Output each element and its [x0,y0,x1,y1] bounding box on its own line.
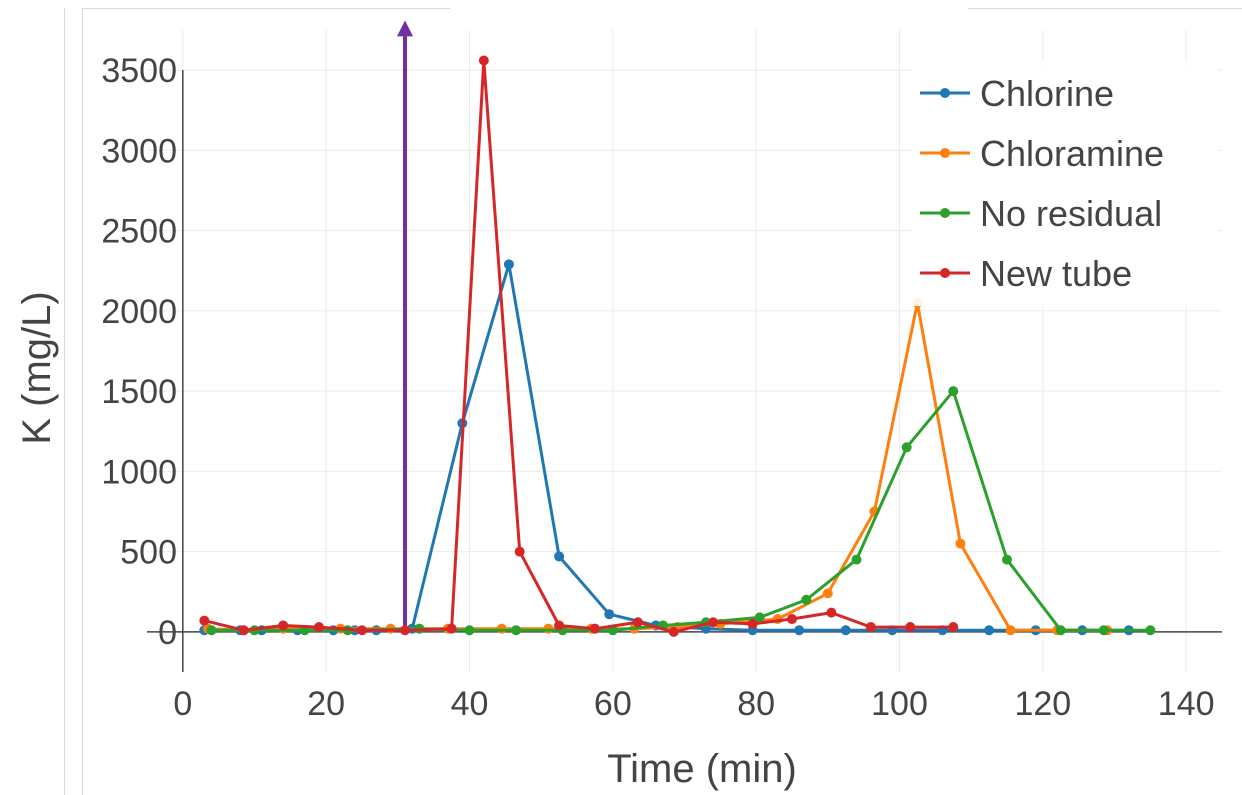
x-tick-label: 100 [871,685,928,723]
data-point [754,612,765,623]
series-group [199,55,1156,637]
y-tick-label: 1000 [101,453,177,491]
legend[interactable]: Chlorine Chloramine No residual New tube [912,60,1217,306]
data-point [543,623,554,634]
x-tick-label: 120 [1014,685,1071,723]
legend-label: New tube [980,253,1132,294]
inner-left-border-line [82,8,83,795]
series-line [207,301,1108,632]
data-point [840,625,851,636]
legend-swatch-marker [940,268,950,278]
data-point [1005,625,1016,636]
data-point [905,622,916,633]
series-line [203,59,954,634]
x-tick-label: 40 [451,685,489,723]
x-tick-label: 80 [737,685,775,723]
data-point [822,588,833,599]
left-border-line [64,8,65,795]
legend-swatch-marker [940,148,950,158]
y-tick-label: 500 [120,534,177,572]
data-point [199,615,210,626]
data-point [496,623,507,634]
y-axis-title: K (mg/L) [15,291,59,444]
x-tick-label: 20 [307,685,345,723]
data-point [1145,625,1156,636]
data-point [464,625,475,636]
data-point [446,623,457,634]
data-point [632,617,643,628]
data-point [514,546,525,557]
legend-label: Chlorine [980,73,1114,114]
series-no-residual [206,386,1156,636]
legend-item[interactable]: No residual [920,193,1162,234]
series-line [204,262,1129,632]
legend-item[interactable]: New tube [920,253,1132,294]
series-chlorine [199,259,1134,636]
data-point [708,617,719,628]
data-point [1002,554,1012,565]
data-point [948,386,959,397]
data-point [794,625,805,636]
legend-swatch-marker [940,208,950,218]
legend-background [912,60,1217,306]
annotation-arrow-group [397,20,413,632]
y-tick-label: 1500 [101,373,177,411]
data-point [554,551,565,562]
series-line [211,389,1151,632]
legend-item[interactable]: Chloramine [920,133,1164,174]
data-point [503,259,514,270]
data-point [400,625,410,636]
data-point [589,623,600,634]
data-point [668,626,679,637]
data-point [604,609,615,620]
y-tick-label: 3500 [101,52,177,90]
data-point [1055,625,1066,636]
axes: 0 20 40 60 80 100 120 140 0 500 1000 1500 2000 2500 30… [101,52,1222,723]
data-point [478,55,489,66]
top-border-line-left [82,8,450,9]
x-axis-title: Time (min) [607,747,797,791]
data-point [747,618,758,629]
data-point [357,625,367,636]
data-point [206,625,217,636]
data-point [1098,625,1109,636]
legend-swatch-marker [940,88,950,98]
data-point [554,620,565,631]
data-point [826,607,837,618]
data-point [238,625,249,636]
x-tick-label: 60 [594,685,632,723]
data-point [278,620,289,631]
y-tick-label: 0 [158,614,177,652]
data-point [314,622,324,633]
data-point [948,622,959,633]
data-point [984,625,995,636]
top-border-line-right [968,8,1242,9]
grid [147,30,1222,672]
data-point [901,442,912,453]
y-tick-label: 2500 [101,213,177,251]
annotation-arrow-head [397,20,413,37]
x-tick-label: 0 [173,685,192,723]
legend-label: No residual [980,193,1162,234]
series-new-tube [199,55,959,637]
data-point [955,538,966,549]
legend-item[interactable]: Chlorine [920,73,1114,114]
data-point [801,594,812,605]
y-tick-label: 2000 [101,293,177,331]
y-tick-label: 3000 [101,132,177,170]
legend-label: Chloramine [980,133,1164,174]
data-point [851,554,862,565]
data-point [511,625,522,636]
data-point [865,622,876,633]
x-tick-label: 140 [1158,685,1215,723]
data-point [787,614,797,625]
